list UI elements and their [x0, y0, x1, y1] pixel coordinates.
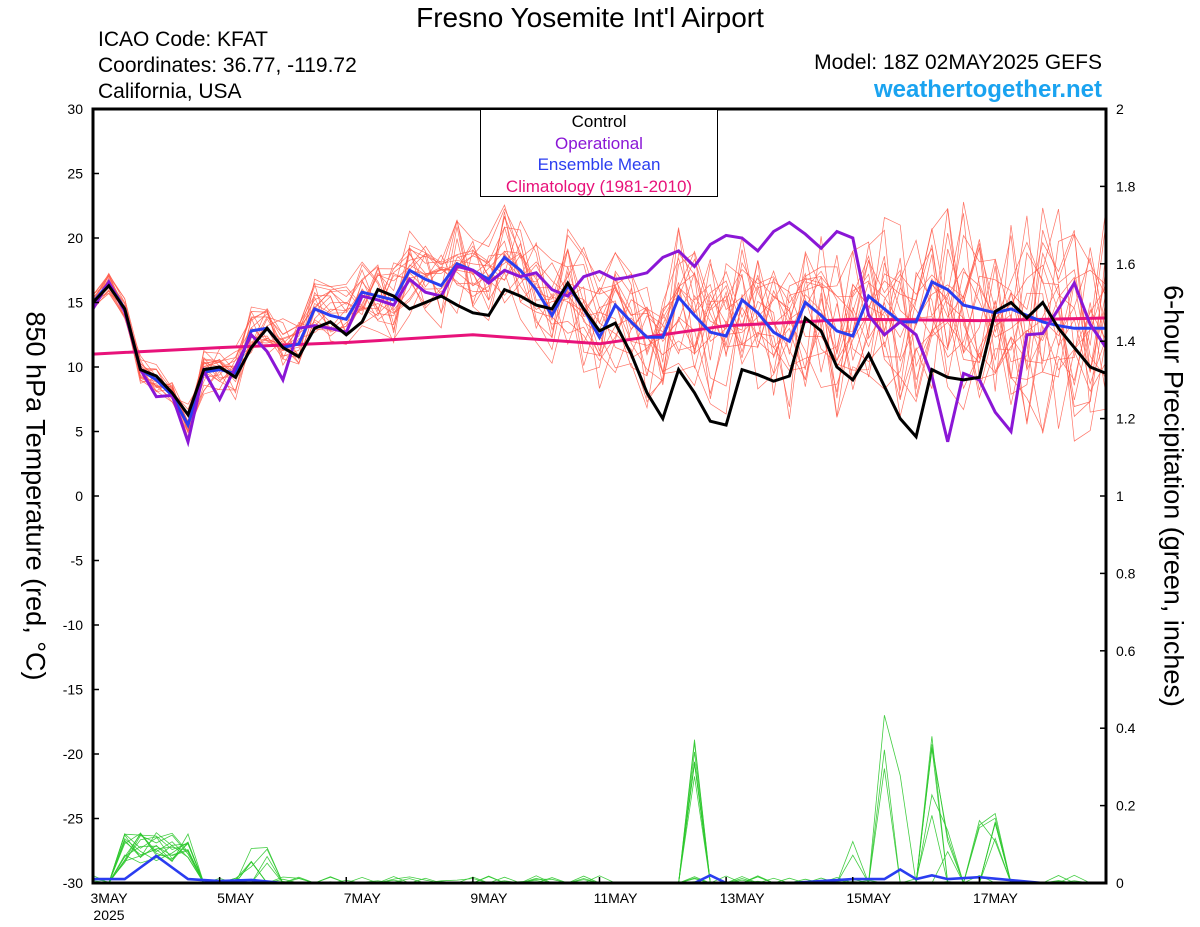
x-tick-label: 15MAY: [846, 890, 892, 906]
y-left-tick-label: -15: [63, 682, 83, 698]
x-tick-label: 11MAY: [594, 890, 638, 906]
x-tick-label: 9MAY: [470, 890, 508, 906]
ensemble-mean-line: [91, 255, 1106, 430]
ensemble-member-line: [92, 239, 1107, 434]
x-year-label: 2025: [93, 907, 124, 923]
y-left-tick-label: -25: [63, 811, 83, 827]
x-tick-label: 7MAY: [344, 890, 382, 906]
ensemble-member-line: [92, 216, 1107, 422]
y-left-tick-label: -20: [63, 746, 83, 762]
y-right-tick-label: 0.2: [1116, 798, 1136, 814]
precip-member-line: [93, 815, 1106, 884]
icao-code: ICAO Code: KFAT: [98, 28, 268, 51]
y-right-tick-label: 0: [1116, 875, 1124, 891]
y-right-tick-label: 1.8: [1116, 178, 1136, 194]
y-right-tick-label: 1: [1116, 488, 1124, 504]
y-left-tick-label: 10: [67, 359, 83, 375]
x-tick-label: 13MAY: [720, 890, 766, 906]
plot-frame: [91, 107, 1108, 885]
y-left-tick-label: -30: [63, 875, 83, 891]
y-right-tick-label: 0.4: [1116, 720, 1136, 736]
x-tick-label: 3MAY: [90, 890, 128, 906]
y-left-tick-label: 20: [67, 230, 83, 246]
y-left-tick-label: -10: [63, 617, 83, 633]
y-left-tick-label: 30: [67, 101, 83, 117]
legend-item-climatology: Climatology (1981-2010): [505, 176, 693, 196]
y-right-tick-label: 1.6: [1116, 256, 1136, 272]
region: California, USA: [98, 80, 242, 103]
precip-member-line: [93, 742, 1106, 884]
model-run: Model: 18Z 02MAY2025 GEFS: [814, 51, 1102, 74]
ensemble-member-line: [92, 219, 1107, 429]
legend: Control Operational Ensemble Mean Climat…: [480, 109, 718, 197]
precip-member-line: [93, 747, 1106, 884]
legend-item-control: Control: [571, 112, 627, 131]
legend-item-operational: Operational: [555, 133, 643, 153]
station-info: ICAO Code: KFAT Coordinates: 36.77, -119…: [98, 27, 357, 105]
ensemble-member-line: [92, 207, 1107, 423]
y-right-tick-label: 0.6: [1116, 643, 1136, 659]
y-axis-left-label: 850 hPa Temperature (red, °C): [20, 311, 51, 681]
y-left-tick-label: 15: [67, 295, 83, 311]
y-left-tick-label: 5: [75, 424, 83, 440]
x-tick-label: 5MAY: [217, 890, 255, 906]
y-left-tick-label: 25: [67, 166, 83, 182]
ensemble-member-line: [92, 219, 1107, 425]
y-left-tick-label: -5: [71, 553, 84, 569]
y-left-tick-label: 0: [75, 488, 83, 504]
y-right-tick-label: 1.2: [1116, 411, 1136, 427]
coordinates: Coordinates: 36.77, -119.72: [98, 54, 357, 77]
precip-member-line: [92, 763, 1106, 884]
x-tick-label: 17MAY: [973, 890, 1019, 906]
operational-line: [91, 220, 1108, 448]
ensemble-member-line: [92, 208, 1107, 425]
y-right-tick-label: 0.8: [1116, 565, 1136, 581]
y-axis-right-label: 6-hour Precipitation (green, inches): [1158, 285, 1189, 707]
control-line: [91, 280, 1107, 440]
precip-member-line: [92, 736, 1106, 884]
site-link[interactable]: weathertogether.net: [873, 76, 1102, 103]
ensemble-member-line: [92, 229, 1107, 411]
ensemble-member-line: [92, 216, 1107, 432]
legend-item-mean: Ensemble Mean: [537, 155, 661, 174]
y-right-tick-label: 1.4: [1116, 333, 1136, 349]
y-right-tick-label: 2: [1116, 101, 1124, 117]
chart-title: Fresno Yosemite Int'l Airport: [416, 2, 764, 33]
ensemble-member-line: [92, 208, 1107, 424]
